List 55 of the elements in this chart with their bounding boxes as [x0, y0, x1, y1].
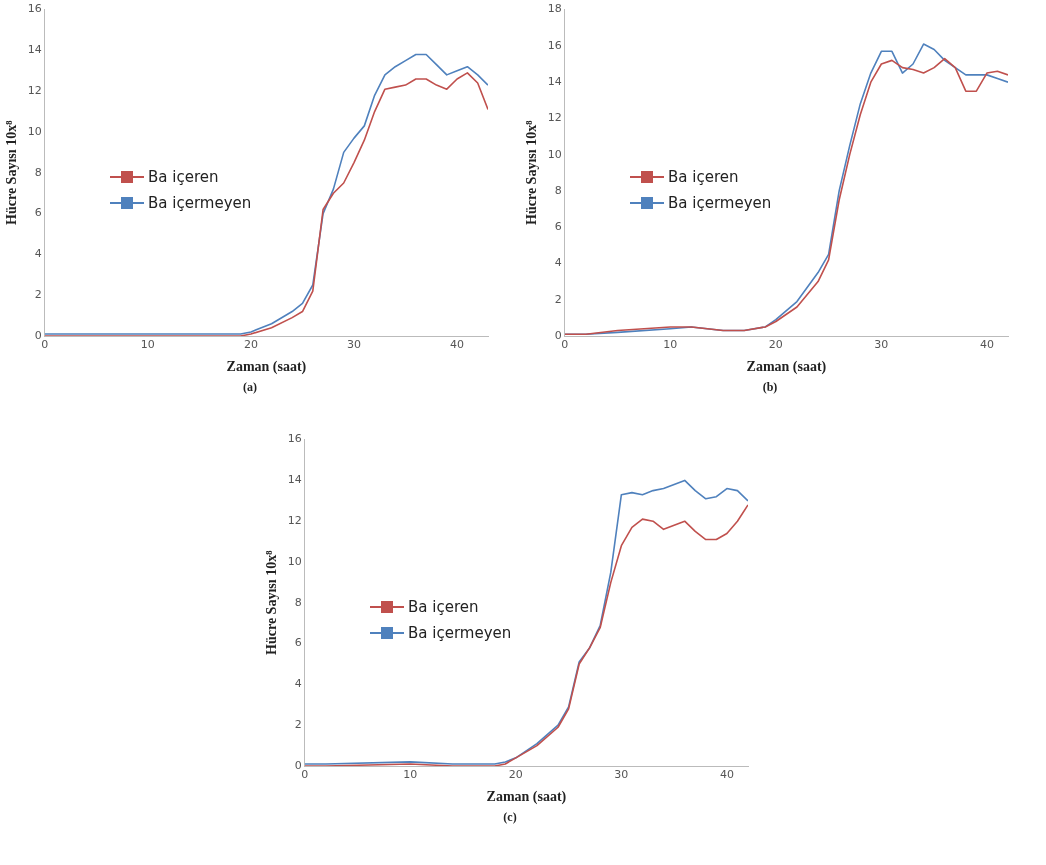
y-tick-label: 14	[27, 43, 42, 57]
x-tick-label: 20	[508, 768, 523, 782]
y-tick-label: 14	[547, 74, 562, 88]
y-tick-label: 8	[34, 165, 42, 179]
x-axis-title: Zaman (saat)	[486, 789, 567, 806]
y-tick-label: 6	[34, 206, 42, 220]
y-tick-label: 10	[547, 147, 562, 161]
y-tick-label: 0	[554, 328, 562, 342]
y-tick-label: 0	[34, 328, 42, 342]
legend-label: Ba içermeyen	[668, 194, 772, 212]
x-tick-label: 20	[768, 338, 783, 352]
x-tick-label: 10	[403, 768, 418, 782]
y-tick-label: 6	[554, 220, 562, 234]
legend-label: Ba içermeyen	[408, 624, 512, 642]
x-axis-title: Zaman (saat)	[746, 359, 827, 376]
y-tick-label: 2	[554, 292, 562, 306]
y-tick-label: 4	[294, 677, 302, 691]
text: (a)	[242, 380, 258, 395]
x-tick-label: 30	[347, 338, 362, 352]
y-tick-label: 16	[287, 432, 302, 446]
x-tick-label: 30	[614, 768, 629, 782]
y-tick-label: 6	[294, 636, 302, 650]
y-tick-label: 14	[287, 473, 302, 487]
x-tick-label: 40	[719, 768, 734, 782]
legend-label: Ba içeren	[668, 168, 739, 186]
x-tick-label: 40	[450, 338, 465, 352]
y-tick-label: 4	[34, 247, 42, 261]
y-tick-label: 18	[547, 2, 562, 16]
y-tick-label: 16	[27, 2, 42, 16]
text: (c)	[502, 810, 518, 825]
y-tick-label: 12	[547, 111, 562, 125]
y-axis-title: Hücre Sayısı 10x⁸	[4, 120, 20, 225]
legend-label: Ba içeren	[408, 598, 479, 616]
y-axis-title: Hücre Sayısı 10x⁸	[264, 550, 280, 655]
y-tick-label: 0	[294, 758, 302, 772]
y-tick-label: 12	[27, 84, 42, 98]
y-tick-label: 2	[294, 718, 302, 732]
x-tick-label: 30	[874, 338, 889, 352]
y-tick-label: 12	[287, 514, 302, 528]
legend-label: Ba içeren	[148, 168, 219, 186]
text: (b)	[761, 380, 779, 395]
x-tick-label: 10	[140, 338, 155, 352]
legend-label: Ba içermeyen	[148, 194, 252, 212]
y-tick-label: 2	[34, 288, 42, 302]
y-tick-label: 16	[547, 38, 562, 52]
x-tick-label: 20	[243, 338, 258, 352]
y-tick-label: 10	[287, 554, 302, 568]
x-axis-title: Zaman (saat)	[226, 359, 307, 376]
y-tick-label: 8	[294, 595, 302, 609]
y-tick-label: 8	[554, 183, 562, 197]
y-tick-label: 10	[27, 124, 42, 138]
y-tick-label: 4	[554, 256, 562, 270]
y-axis-title: Hücre Sayısı 10x⁸	[524, 120, 540, 225]
x-tick-label: 10	[663, 338, 678, 352]
x-tick-label: 40	[979, 338, 994, 352]
